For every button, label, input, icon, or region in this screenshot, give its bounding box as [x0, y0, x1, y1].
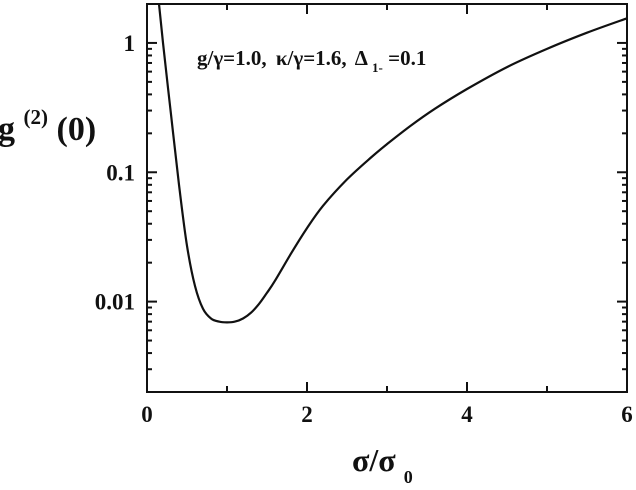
- annotation-kappa: κ/γ=1.6,: [276, 46, 347, 70]
- g2-curve: [157, 3, 628, 324]
- y-axis-label: g (2) (0): [0, 95, 96, 148]
- annotation-delta-value: =0.1: [388, 46, 426, 70]
- axis-tick-labels: 0 2 4 6 1 0.1 0.01: [95, 31, 633, 427]
- x-tick-label: 6: [621, 402, 633, 427]
- x-tick-label: 4: [461, 402, 473, 427]
- y-tick-label: 0.1: [106, 160, 135, 185]
- y-axis-label-main: g: [0, 111, 15, 148]
- x-axis-label-subscript: 0: [404, 467, 413, 487]
- x-tick-label: 2: [301, 402, 313, 427]
- axis-ticks: [146, 4, 628, 392]
- annotation-delta-subscript: 1-: [372, 60, 383, 75]
- annotation-text: g/γ=1.0, κ/γ=1.6, Δ 1- =0.1: [197, 46, 426, 77]
- x-tick-label: 0: [141, 402, 153, 427]
- y-axis-label-tail: (0): [57, 111, 97, 148]
- x-axis-label-main: σ/σ: [352, 442, 396, 478]
- y-tick-label: 1: [124, 31, 136, 56]
- y-tick-label: 0.01: [95, 290, 135, 315]
- annotation-delta-symbol: Δ: [355, 46, 368, 70]
- y-axis-label-superscript: (2): [24, 105, 49, 129]
- annotation-g: g/γ=1.0,: [197, 46, 267, 70]
- x-axis-label: σ/σ 0: [352, 442, 413, 487]
